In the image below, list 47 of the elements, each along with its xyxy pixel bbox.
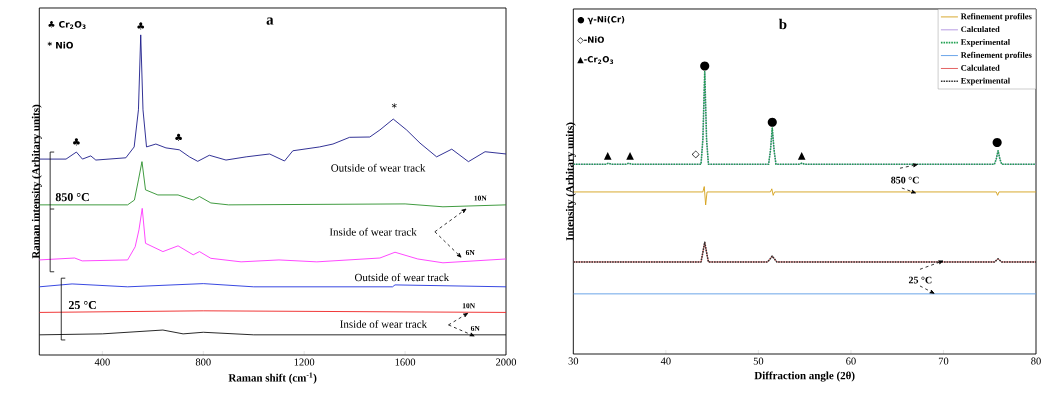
annotation: 850 °C xyxy=(891,176,919,184)
legend-label: Experimental xyxy=(960,38,1010,47)
annotation: * NiO xyxy=(47,41,73,49)
x-axis-title: Raman shift (cm$^{-1}$) xyxy=(228,372,317,384)
x-tick-label: 40 xyxy=(660,357,671,365)
x-tick-label: 70 xyxy=(938,357,949,365)
text: ♣ Cr$_{2}$O$_{3}$ xyxy=(48,20,86,30)
legend-label: Refinement profiles xyxy=(960,13,1032,21)
annotation: ♣ xyxy=(73,138,80,146)
x-tick-label: 50 xyxy=(753,357,764,365)
text: ● xyxy=(700,61,710,71)
annotation: ▲ xyxy=(603,151,612,160)
legend-label: Calculated xyxy=(961,26,1000,33)
x-axis-title: Diffraction angle (2θ) xyxy=(754,371,855,382)
annotation: ◇ xyxy=(691,150,700,159)
annotation: ▲ xyxy=(626,151,634,160)
annotation: * xyxy=(391,103,397,109)
annotation: ▲ xyxy=(797,151,806,160)
text: ▲-Cr$_{2}$O$_{3}$ xyxy=(577,56,614,65)
annotation: ● xyxy=(767,117,777,127)
annotation: Outside of wear track xyxy=(331,163,426,172)
annotation: Outside of wear track xyxy=(354,273,450,282)
text: ◇-NiO xyxy=(577,36,604,44)
chart-title: b xyxy=(778,18,787,30)
x-tick-label: 2000 xyxy=(496,358,517,366)
annotation: Inside of wear track xyxy=(329,227,417,236)
legend-label: Refinement profiles xyxy=(960,51,1032,60)
legend-label: Calculated xyxy=(961,64,1000,71)
annotation: ♣ xyxy=(175,133,182,141)
text: ● γ-Ni(Cr) xyxy=(577,15,625,25)
x-tick-label: 60 xyxy=(846,357,856,365)
x-tick-label: 800 xyxy=(195,358,211,366)
x-tick-label: 1600 xyxy=(395,358,416,366)
text: ♣ xyxy=(137,22,145,30)
x-tick-label: 1200 xyxy=(294,358,315,366)
y-axis-title: Raman intensity (Arbitary units) xyxy=(31,104,42,259)
legend-label: Experimental xyxy=(960,77,1010,86)
annotation: 25 °C xyxy=(908,276,932,284)
annotation: Inside of wear track xyxy=(340,320,428,328)
x-tick-label: 80 xyxy=(1031,357,1041,365)
y-axis-title: Intensity (Arbitary units) xyxy=(565,122,576,241)
annotation: 25 °C xyxy=(68,301,96,310)
x-tick-label: 400 xyxy=(94,358,110,366)
annotation: ● xyxy=(992,137,1002,148)
chart-title: a xyxy=(266,17,274,25)
annotation: 850 °C xyxy=(55,193,89,202)
x-tick-label: 30 xyxy=(568,357,579,365)
